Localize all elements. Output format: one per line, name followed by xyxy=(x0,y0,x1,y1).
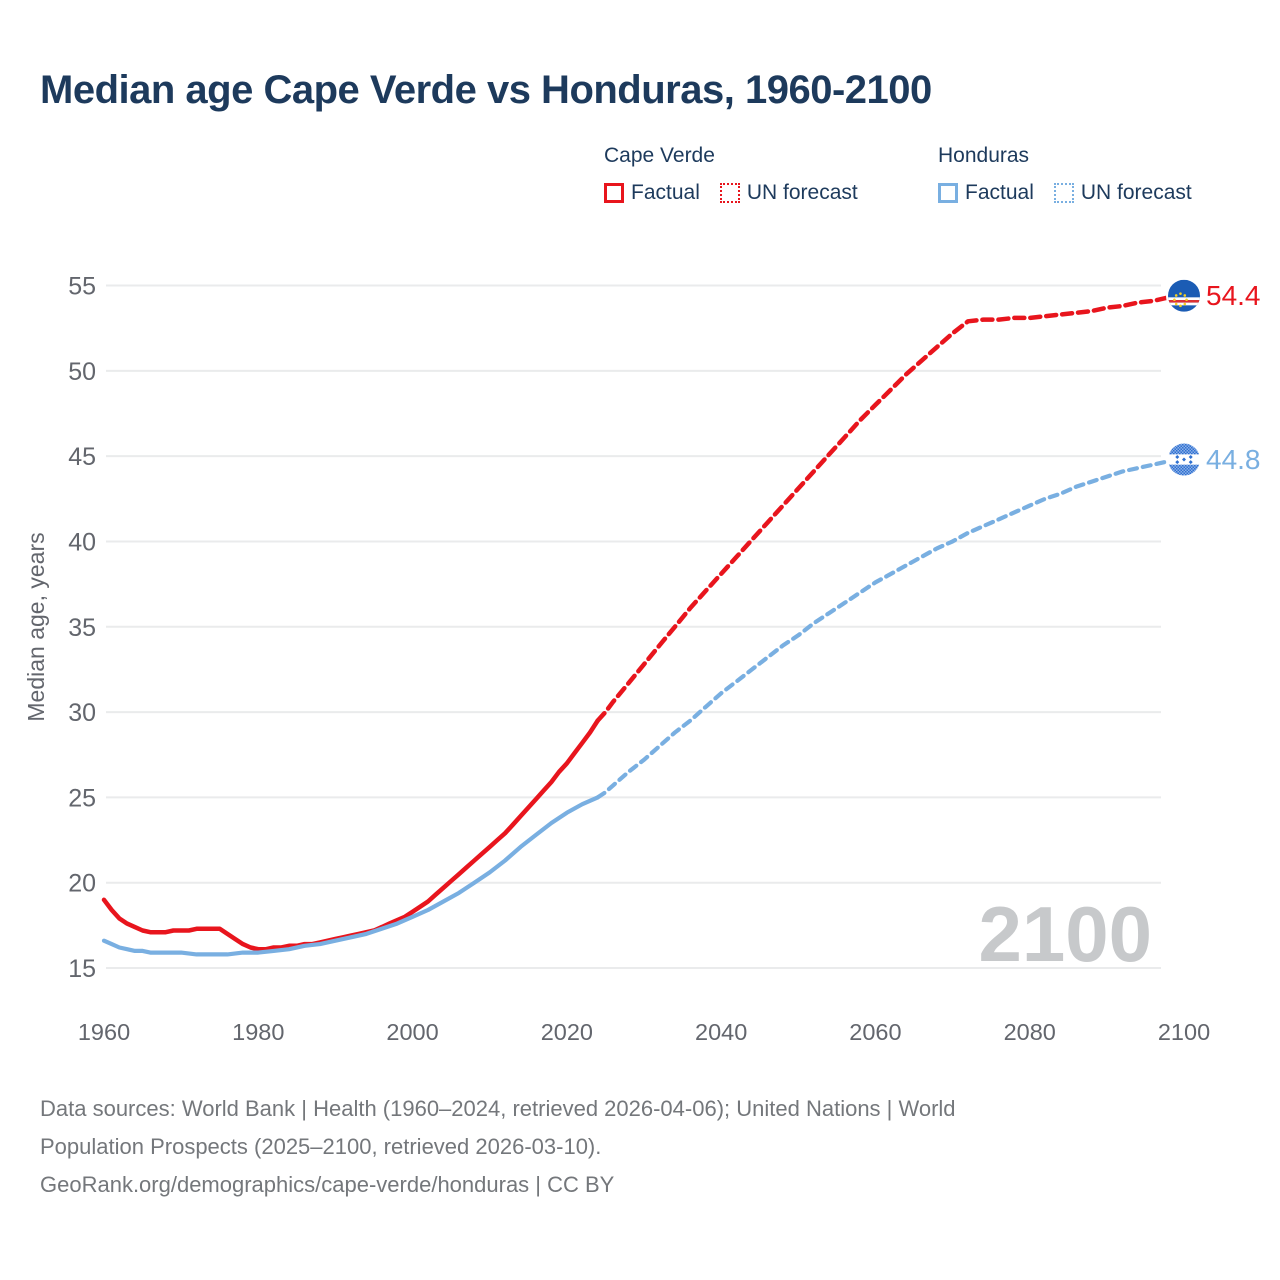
gridlines xyxy=(106,284,1161,969)
legend: Cape Verde Factual UN forecast Honduras … xyxy=(0,144,1280,224)
footer-line: Population Prospects (2025–2100, retriev… xyxy=(40,1134,602,1159)
legend-item-cape-verde-factual: Factual xyxy=(604,181,700,205)
x-tick-label: 2100 xyxy=(1158,1019,1210,1045)
x-tick-label: 1960 xyxy=(78,1019,130,1045)
legend-item-honduras-forecast: UN forecast xyxy=(1053,181,1192,205)
honduras-flag-icon xyxy=(1168,443,1200,476)
footer: Data sources: World Bank | Health (1960–… xyxy=(40,1090,956,1204)
solid-swatch-icon xyxy=(938,183,958,203)
y-tick-label: 30 xyxy=(68,699,96,727)
cape-verde-flag-icon xyxy=(1168,279,1200,312)
dotted-swatch-icon xyxy=(719,183,740,203)
legend-header-honduras: Honduras xyxy=(938,144,1030,167)
legend-item-label: Factual xyxy=(965,181,1034,204)
end-value-label-honduras: 44.8 xyxy=(1206,444,1261,475)
end-value-label-cape-verde: 54.4 xyxy=(1206,280,1261,311)
legend-item-label: UN forecast xyxy=(746,181,858,204)
x-tick-label: 2060 xyxy=(849,1019,901,1045)
series-cape-verde-factual xyxy=(101,718,600,952)
x-tick-label: 1980 xyxy=(232,1019,284,1045)
x-tick-label: 2040 xyxy=(695,1019,747,1045)
series-honduras-factual xyxy=(101,795,600,957)
x-tick-label: 2080 xyxy=(1004,1019,1056,1045)
series-honduras-forecast xyxy=(595,457,1187,800)
y-tick-label: 20 xyxy=(68,870,96,898)
legend-item-label: Factual xyxy=(631,181,700,204)
series-cape-verde-forecast xyxy=(595,293,1187,723)
dotted-swatch-icon xyxy=(1053,183,1074,203)
solid-swatch-icon xyxy=(604,183,624,203)
legend-row: Factual UN forecast xyxy=(604,181,858,205)
legend-group-honduras: Honduras Factual UN forecast xyxy=(938,144,1192,205)
legend-item-label: UN forecast xyxy=(1080,181,1192,204)
legend-group-cape-verde: Cape Verde Factual UN forecast xyxy=(604,144,858,205)
y-axis-label: Median age, years xyxy=(23,532,49,721)
x-tick-labels: 1960 1980 2000 2020 2040 2060 2080 2100 xyxy=(78,1019,1210,1045)
y-tick-label: 45 xyxy=(68,443,96,471)
legend-item-cape-verde-forecast: UN forecast xyxy=(719,181,858,205)
y-tick-labels: 15 20 25 30 35 40 45 50 55 xyxy=(68,273,96,984)
footer-line: GeoRank.org/demographics/cape-verde/hond… xyxy=(40,1172,615,1197)
y-tick-label: 35 xyxy=(68,614,96,642)
legend-row: Factual UN forecast xyxy=(938,181,1192,205)
y-tick-label: 40 xyxy=(68,528,96,556)
legend-header-cape-verde: Cape Verde xyxy=(604,144,715,167)
y-tick-label: 55 xyxy=(68,273,96,301)
watermark-year: 2100 xyxy=(978,890,1152,978)
page-title: Median age Cape Verde vs Honduras, 1960-… xyxy=(40,68,932,112)
footer-line: Data sources: World Bank | Health (1960–… xyxy=(40,1096,956,1121)
x-tick-label: 2020 xyxy=(541,1019,593,1045)
legend-item-honduras-factual: Factual xyxy=(938,181,1034,205)
y-tick-label: 15 xyxy=(68,955,96,983)
y-tick-label: 50 xyxy=(68,358,96,386)
x-tick-label: 2000 xyxy=(386,1019,438,1045)
y-tick-label: 25 xyxy=(68,784,96,812)
